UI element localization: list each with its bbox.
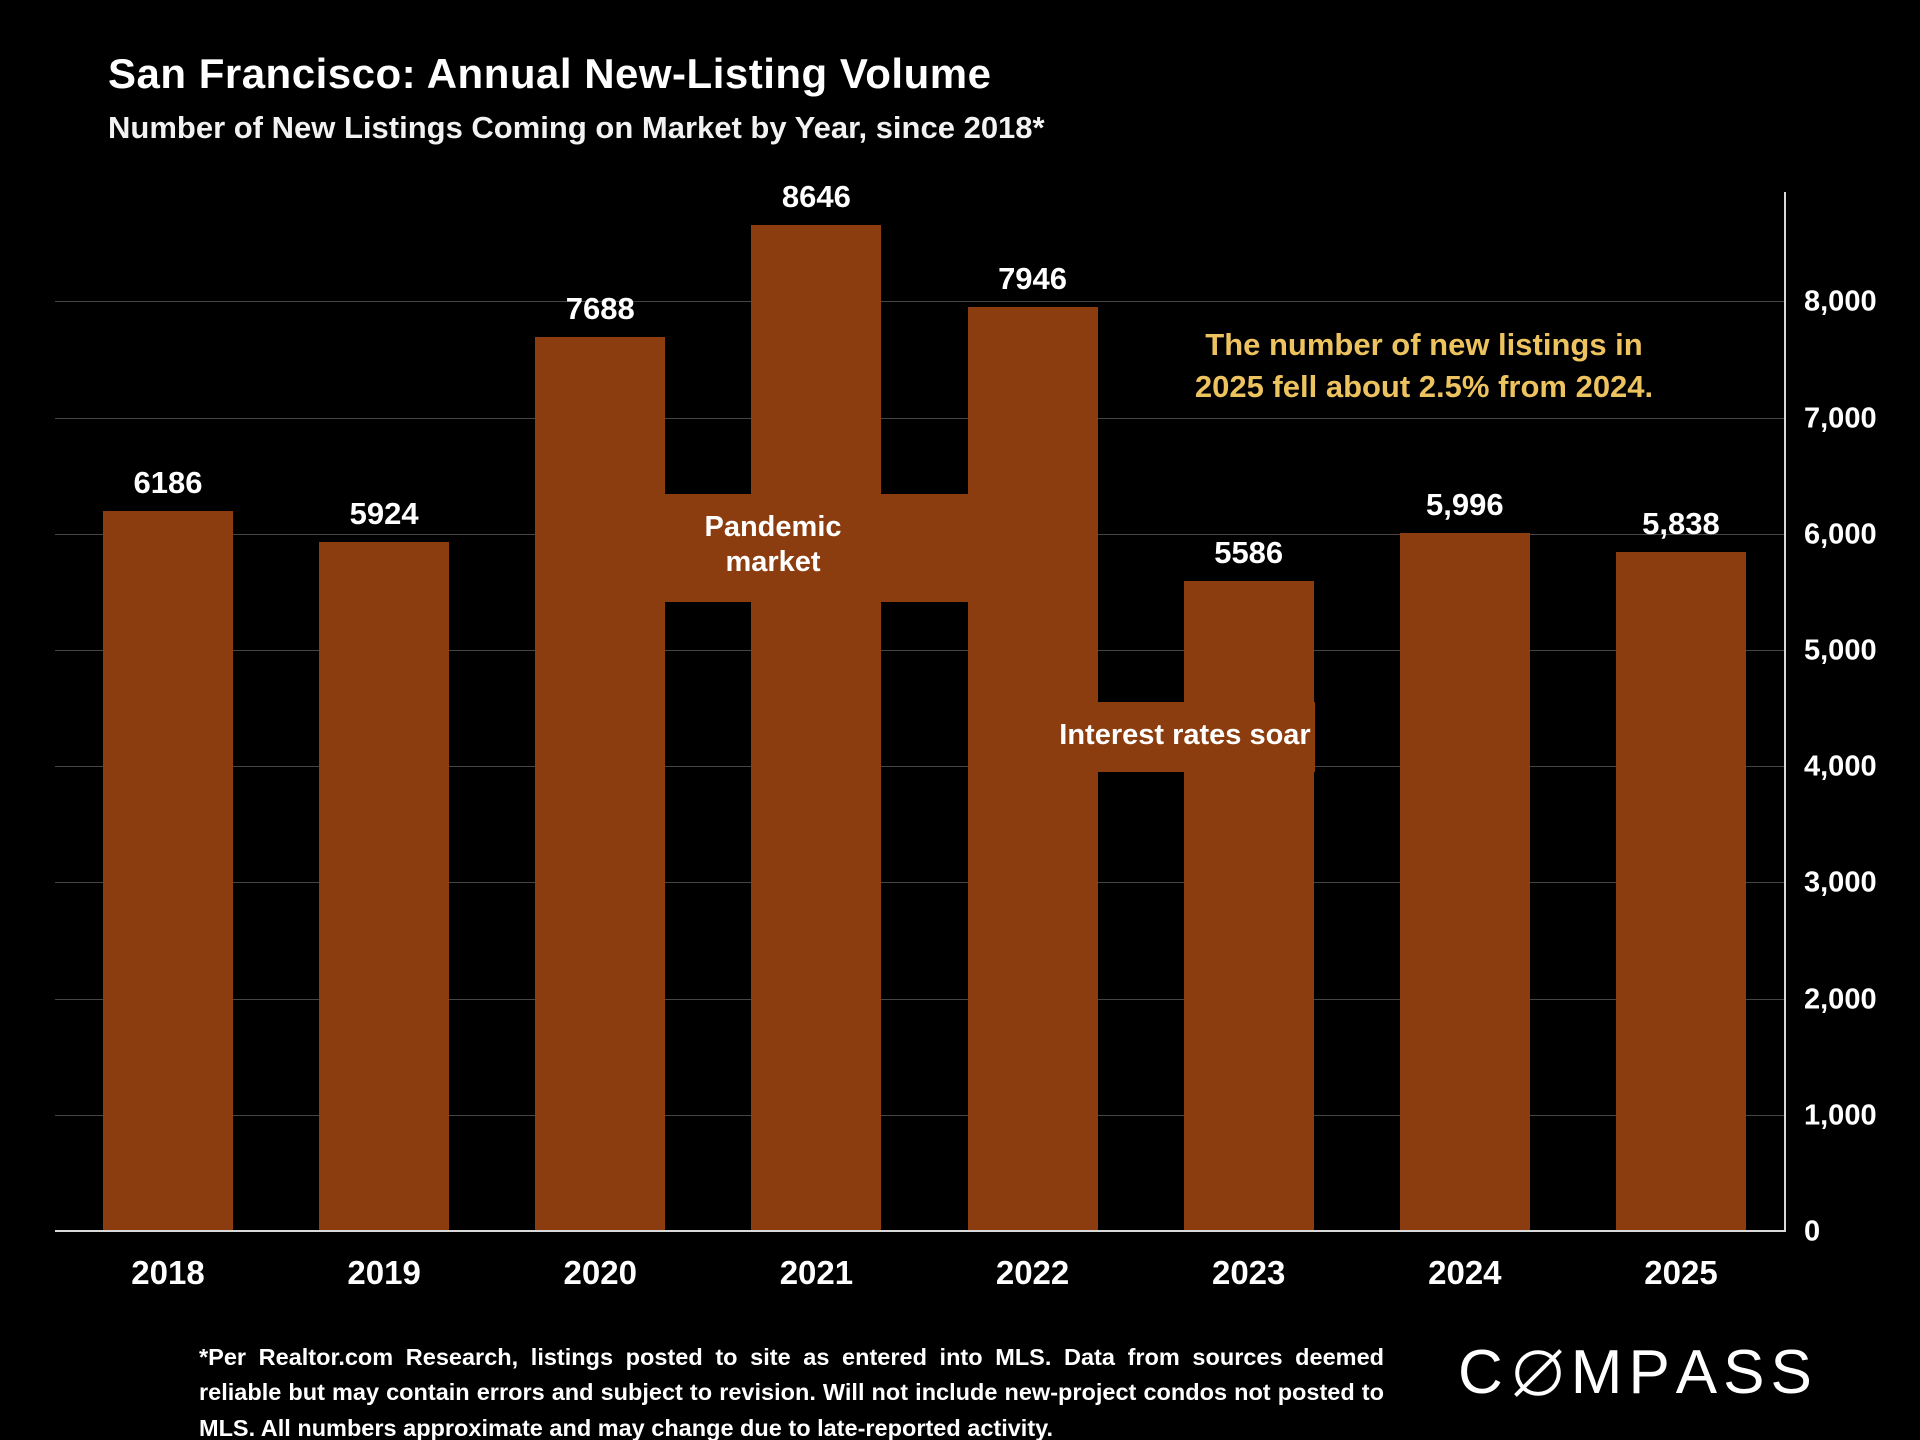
bar-value-label: 5586 (1214, 534, 1284, 570)
bar-value-label: 6186 (133, 465, 203, 501)
x-axis-label: 2020 (563, 1254, 637, 1291)
footnote: *Per Realtor.com Research, listings post… (199, 1344, 1384, 1440)
y-axis-tick-label: 4,000 (1804, 750, 1877, 783)
logo-letter: M (1570, 1338, 1629, 1407)
gridline (55, 301, 1784, 303)
logo-letter: P (1628, 1338, 1676, 1407)
bar-2023 (1183, 580, 1314, 1230)
bar-value-label: 5,996 (1426, 487, 1504, 523)
bar-2021 (751, 225, 882, 1230)
chart-plot-area: 0 1,000 2,000 3,000 4,000 5,000 6,000 7,000 8,00… (55, 179, 1877, 1291)
bar-value-label: 8646 (781, 179, 851, 215)
logo-letter: C (1458, 1338, 1509, 1407)
y-axis-tick-label: 1,000 (1804, 1099, 1877, 1132)
logo-letter: A (1675, 1338, 1724, 1407)
annotation-text-interest-rates: Interest rates soar (1059, 719, 1311, 751)
x-axis-label: 2024 (1428, 1254, 1502, 1291)
compass-o-icon (1512, 1347, 1564, 1399)
y-axis-tick-label: 8,000 (1804, 285, 1877, 318)
x-axis-label: 2021 (779, 1254, 854, 1291)
bar-2025 (1615, 551, 1746, 1230)
bar-2019 (319, 541, 450, 1230)
logo-letter: S (1770, 1338, 1818, 1407)
y-axis-tick-label: 5,000 (1804, 634, 1877, 667)
y-axis-tick-label: 7,000 (1804, 402, 1877, 435)
annotation-text-pandemic: Pandemic market (704, 511, 842, 578)
gridline (55, 998, 1784, 1000)
gridline (55, 882, 1784, 884)
y-axis-tick-label: 3,000 (1804, 866, 1877, 899)
bar-2018 (103, 511, 233, 1230)
x-axis-label: 2025 (1644, 1254, 1718, 1291)
gridline (55, 766, 1784, 768)
y-axis-tick-label: 6,000 (1804, 518, 1877, 551)
chart-title: San Francisco: Annual New-Listing Volume (108, 50, 992, 97)
chart-subtitle: Number of New Listings Coming on Market … (108, 110, 1045, 145)
bar-value-label: 5,838 (1642, 505, 1720, 541)
annotation-box-pandemic (655, 494, 1095, 602)
bar-2020 (535, 336, 666, 1230)
annotation-text-note-2025: The number of new listings in 2025 fell a… (1194, 327, 1654, 404)
y-axis-tick-label: 2,000 (1804, 983, 1877, 1016)
x-axis-label: 2019 (347, 1254, 421, 1291)
x-axis-label: 2023 (1211, 1254, 1286, 1291)
y-axis-tick-label: 0 (1804, 1215, 1821, 1248)
gridline (55, 1114, 1784, 1116)
bar-value-label: 7946 (998, 260, 1068, 296)
x-axis-line (55, 1230, 1786, 1232)
bar-value-label: 5924 (349, 495, 419, 531)
bar-2024 (1399, 533, 1530, 1230)
x-axis-label: 2018 (131, 1254, 205, 1291)
logo-letter: S (1723, 1338, 1771, 1407)
x-axis-label: 2022 (995, 1254, 1070, 1291)
y-axis-line (1784, 192, 1786, 1232)
bar-value-label: 7688 (565, 290, 635, 326)
annotation-box-interest-rates (1055, 702, 1315, 772)
gridline (55, 650, 1784, 651)
gridline (55, 417, 1784, 419)
